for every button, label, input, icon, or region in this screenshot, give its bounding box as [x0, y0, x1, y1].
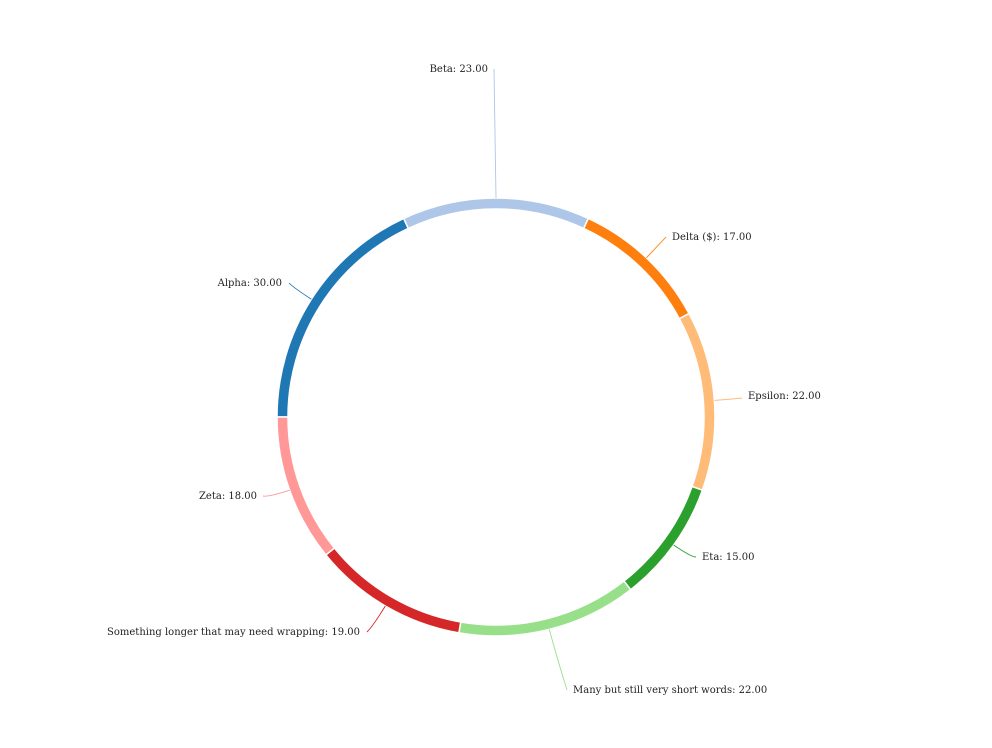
slice-labels: Alpha: 30.00 Beta: 23.00 Delta ($): 17.00 E… [107, 64, 821, 696]
slice-label: Alpha: 30.00 [217, 278, 282, 289]
slice-something-longer-that-may-need-wrapping [324, 546, 462, 634]
donut-slices [276, 197, 716, 637]
leader-line [493, 68, 497, 199]
slice-many-but-still-very-short-words [458, 579, 632, 637]
slice-label: Eta: 15.00 [702, 552, 754, 563]
leader-line [646, 236, 667, 259]
slice-label: Delta ($): 17.00 [672, 232, 752, 243]
slice-label: Many but still very short words: 22.00 [573, 685, 767, 696]
slice-zeta [276, 416, 336, 556]
slice-label: Beta: 23.00 [430, 64, 488, 75]
leader-line [366, 605, 386, 633]
slice-label: Something longer that may need wrapping:… [107, 627, 360, 638]
leader-line [714, 397, 743, 401]
leader-line [673, 544, 697, 558]
slice-label: Epsilon: 22.00 [748, 391, 821, 402]
slice-eta [622, 485, 704, 591]
leader-lines [262, 68, 743, 691]
leader-line [262, 489, 290, 497]
leader-line [548, 629, 568, 691]
slice-alpha [276, 217, 410, 418]
slice-label: Zeta: 18.00 [199, 491, 257, 502]
leader-line [288, 282, 312, 300]
slice-epsilon [678, 312, 716, 492]
slice-beta [402, 197, 590, 230]
